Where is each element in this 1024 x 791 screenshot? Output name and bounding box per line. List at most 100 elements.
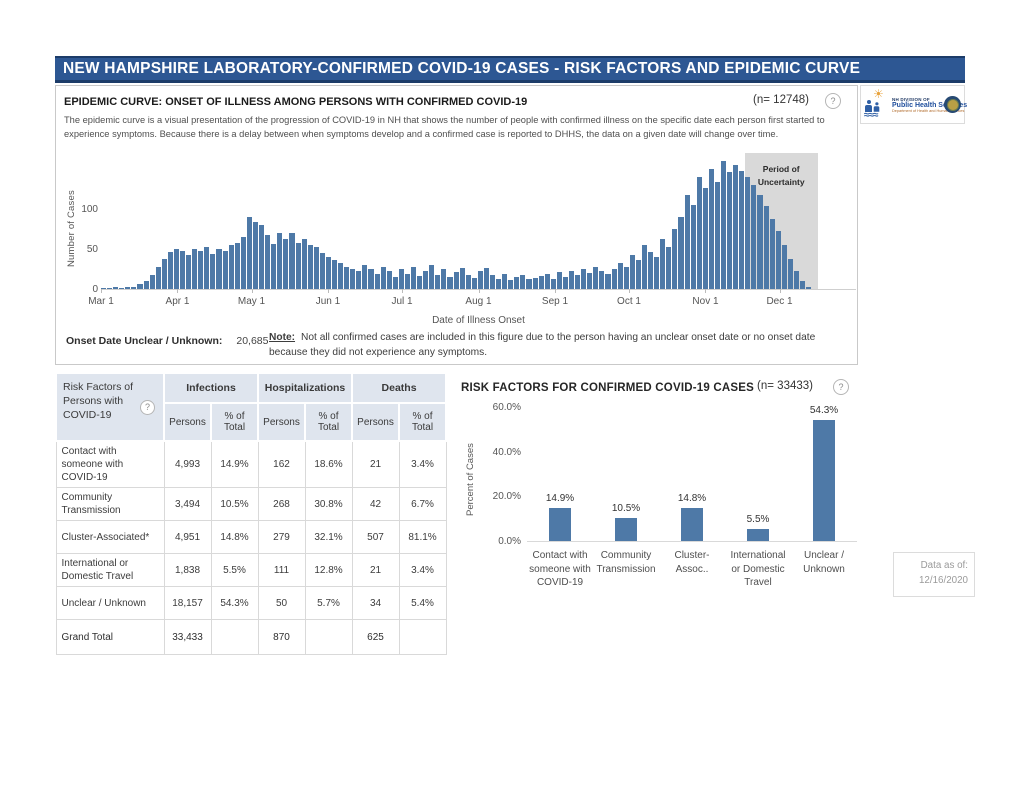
epi-bar[interactable] (113, 287, 119, 289)
epi-bar[interactable] (429, 265, 435, 289)
risk-chart-bar[interactable] (681, 507, 703, 541)
epi-bar[interactable] (799, 281, 806, 289)
epi-bar[interactable] (271, 244, 277, 289)
epi-bar[interactable] (690, 205, 696, 289)
epi-bar[interactable] (599, 270, 605, 289)
epi-bar[interactable] (623, 266, 629, 289)
epi-bar[interactable] (362, 265, 368, 289)
epi-bar[interactable] (471, 277, 477, 289)
epi-bar[interactable] (775, 231, 781, 289)
epi-bar[interactable] (641, 245, 648, 289)
epi-bar[interactable] (307, 245, 313, 289)
epi-bar[interactable] (751, 185, 757, 289)
epi-bar[interactable] (617, 263, 623, 289)
epi-bar[interactable] (374, 273, 380, 289)
epi-bar[interactable] (477, 271, 483, 289)
epi-bar[interactable] (155, 266, 161, 289)
epi-bar[interactable] (338, 263, 344, 289)
epi-bar[interactable] (648, 252, 654, 289)
epi-bar[interactable] (173, 249, 180, 289)
epi-bar[interactable] (435, 274, 441, 289)
epi-bar[interactable] (514, 277, 520, 289)
risk-chart-bar[interactable] (813, 419, 835, 541)
epi-bar[interactable] (319, 253, 325, 289)
epi-bar[interactable] (246, 217, 252, 289)
epi-bar[interactable] (787, 258, 793, 289)
epi-bar[interactable] (131, 287, 137, 289)
epi-bar[interactable] (714, 181, 720, 289)
epi-bar[interactable] (441, 269, 447, 289)
epi-bar[interactable] (350, 269, 356, 289)
epi-bar[interactable] (532, 277, 538, 289)
epi-bar[interactable] (240, 237, 246, 289)
epi-bar[interactable] (277, 233, 283, 289)
epi-bar[interactable] (125, 286, 131, 289)
epi-bar[interactable] (107, 288, 113, 289)
epi-bar[interactable] (666, 247, 672, 289)
epi-bar[interactable] (265, 234, 271, 289)
epi-bar[interactable] (575, 275, 581, 289)
epi-bar[interactable] (581, 269, 587, 289)
epi-bar[interactable] (283, 238, 289, 289)
epi-bar[interactable] (587, 273, 593, 289)
epi-bar[interactable] (769, 218, 775, 289)
epi-bar[interactable] (733, 165, 739, 289)
epi-bar[interactable] (660, 239, 666, 289)
epi-bar[interactable] (605, 273, 611, 289)
risk-chart-bar[interactable] (615, 517, 637, 541)
epi-bar[interactable] (496, 278, 502, 289)
epi-bar[interactable] (696, 177, 702, 289)
epi-bar[interactable] (629, 254, 635, 289)
epi-bar[interactable] (252, 221, 259, 289)
epi-bar[interactable] (763, 205, 769, 289)
epi-bar[interactable] (538, 276, 544, 289)
epi-bar[interactable] (289, 233, 295, 289)
epi-bar[interactable] (611, 269, 617, 289)
epi-bar[interactable] (684, 194, 690, 289)
epi-bar[interactable] (465, 274, 471, 289)
epi-bar[interactable] (483, 268, 489, 289)
epi-bar[interactable] (186, 254, 192, 289)
epi-bar[interactable] (167, 252, 173, 289)
epi-bar[interactable] (727, 172, 733, 289)
epi-bar[interactable] (344, 266, 350, 289)
epi-bar[interactable] (702, 188, 708, 289)
epi-bar[interactable] (502, 273, 508, 289)
help-icon[interactable]: ? (140, 400, 155, 415)
epi-bar[interactable] (386, 271, 392, 289)
epi-bar[interactable] (143, 281, 149, 289)
epi-bar[interactable] (459, 268, 465, 289)
epi-bar[interactable] (550, 278, 556, 289)
epi-bar[interactable] (313, 247, 319, 289)
epi-bar[interactable] (228, 245, 234, 289)
epi-bar[interactable] (222, 250, 228, 289)
epi-bar[interactable] (198, 251, 204, 289)
epi-bar[interactable] (672, 229, 678, 289)
epi-bar[interactable] (417, 276, 423, 289)
epi-bar[interactable] (508, 280, 514, 289)
epi-bar[interactable] (757, 194, 763, 289)
epi-bar[interactable] (356, 271, 362, 289)
epi-bar[interactable] (404, 273, 410, 289)
risk-chart-bar[interactable] (549, 507, 571, 541)
epi-bar[interactable] (654, 257, 660, 289)
epi-bar[interactable] (216, 249, 222, 289)
epi-bar[interactable] (490, 275, 496, 289)
epi-bar[interactable] (380, 266, 386, 289)
epi-bar[interactable] (149, 274, 155, 289)
epi-bar[interactable] (678, 217, 684, 289)
epi-bar[interactable] (745, 177, 751, 289)
epi-bar[interactable] (720, 161, 727, 289)
epi-bar[interactable] (806, 286, 812, 289)
epi-bar[interactable] (739, 170, 745, 289)
epi-bar[interactable] (204, 247, 210, 289)
epi-bar[interactable] (793, 271, 799, 289)
epi-bar[interactable] (520, 274, 526, 289)
epi-bar[interactable] (544, 273, 550, 289)
epi-bar[interactable] (119, 288, 125, 289)
epi-bar[interactable] (410, 266, 417, 289)
help-icon[interactable]: ? (825, 93, 841, 109)
epi-bar[interactable] (447, 277, 453, 289)
epi-bar[interactable] (259, 225, 265, 289)
epi-bar[interactable] (635, 260, 641, 289)
